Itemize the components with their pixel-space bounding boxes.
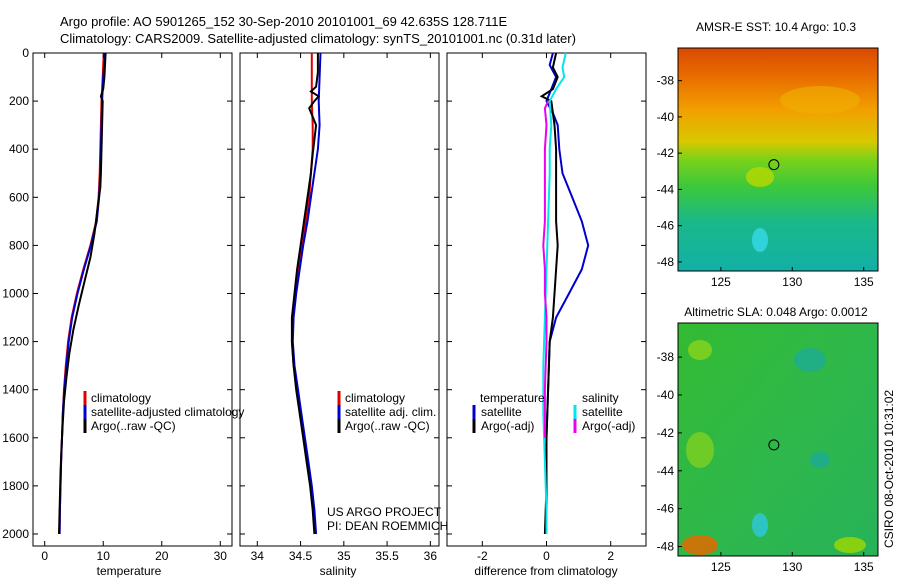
sst-ytick-label: -42 [657, 146, 675, 160]
salinity-series-argo [290, 53, 321, 535]
project-text: US ARGO PROJECT [327, 505, 442, 519]
depth-ytick-label: 600 [9, 190, 29, 204]
temperature-series-argo [58, 52, 107, 535]
salinity-xtick-label: 34 [251, 549, 265, 563]
legend-label-sal-argo: Argo(-adj) [582, 419, 635, 433]
salinity-xtick-label: 35.5 [375, 549, 399, 563]
legend-label-sal-satellite: satellite [582, 405, 623, 419]
temperature-xtick-label: 0 [41, 549, 48, 563]
figure-title-line1: Argo profile: AO 5901265_152 30-Sep-2010… [60, 14, 508, 29]
salinity-xtick-label: 35 [337, 549, 351, 563]
sst-xtick-label: 130 [782, 275, 802, 289]
temperature-legend: climatology satellite-adjusted climatolo… [83, 391, 244, 433]
difference-xtick-label: -2 [477, 549, 488, 563]
legend-label-satellite: satellite-adjusted climatology [91, 405, 244, 419]
salinity-xtick-label: 36 [424, 549, 438, 563]
depth-ytick-label: 2000 [2, 527, 29, 541]
sla-argo-location-marker [768, 439, 780, 451]
temperature-xtick-label: 10 [97, 549, 111, 563]
legend-label-satellite: satellite adj. clim. [345, 405, 436, 419]
sla-xtick-label: 130 [782, 560, 802, 574]
difference-xlabel: difference from climatology [474, 564, 617, 578]
legend-label-argo: Argo(..raw -QC) [345, 419, 430, 433]
sla-ytick-label: -38 [657, 350, 675, 364]
sla-ytick-label: -40 [657, 388, 675, 402]
depth-ytick-label: 1600 [2, 431, 29, 445]
depth-ytick-label: 1200 [2, 335, 29, 349]
salinity-xlabel: salinity [320, 564, 357, 578]
temperature-xtick-label: 30 [214, 549, 228, 563]
temperature-xlabel: temperature [97, 564, 162, 578]
sla-patch [794, 348, 826, 372]
legend-title-temperature: temperature [480, 391, 545, 405]
salinity-legend: climatology satellite adj. clim. Argo(..… [337, 391, 436, 433]
difference-xtick-label: 0 [543, 549, 550, 563]
salinity-axes-frame [239, 52, 440, 547]
depth-ytick-label: 800 [9, 238, 29, 252]
sla-patch [810, 452, 830, 468]
sla-xtick-label: 135 [854, 560, 874, 574]
legend-label-climatology: climatology [91, 391, 151, 405]
sla-ytick-label: -48 [657, 540, 675, 554]
depth-ytick-label: 400 [9, 142, 29, 156]
sla-map-panel: Altimetric SLA: 0.048 Argo: 0.0012 125 13… [657, 305, 879, 574]
sla-ytick-label: -42 [657, 426, 675, 440]
sla-map-title: Altimetric SLA: 0.048 Argo: 0.0012 [684, 305, 868, 319]
sst-heatmap [678, 48, 878, 271]
sla-patch [834, 537, 866, 553]
salinity-xtick-label: 34.5 [289, 549, 313, 563]
salinity-series-satellite [291, 52, 322, 535]
legend-label-argo: Argo(..raw -QC) [91, 419, 176, 433]
sst-map-title: AMSR-E SST: 10.4 Argo: 10.3 [696, 20, 856, 34]
sla-patch [686, 432, 714, 468]
sla-xtick-label: 125 [711, 560, 731, 574]
difference-panel: difference from climatology temperature … [446, 52, 647, 578]
sst-map-panel: AMSR-E SST: 10.4 Argo: 10.3 125 130 [657, 20, 879, 289]
difference-series-sal_argo [542, 100, 550, 438]
depth-ytick-label: 1400 [2, 383, 29, 397]
temperature-xtick-label: 20 [155, 549, 169, 563]
legend-label-climatology: climatology [345, 391, 405, 405]
difference-xtick-label: 2 [607, 549, 614, 563]
difference-series-temp_argo [539, 52, 559, 535]
sst-argo-location-marker [768, 159, 780, 171]
sla-patch [682, 535, 718, 555]
sla-ytick-label: -46 [657, 502, 675, 516]
legend-label-temp-argo: Argo(-adj) [481, 419, 534, 433]
temperature-panel: temperature climatology satellite-adjust… [32, 52, 244, 578]
sst-map-frame [677, 47, 879, 272]
temperature-axes-frame [32, 52, 233, 547]
sla-map-frame [677, 322, 879, 557]
sla-patch [688, 340, 712, 360]
sst-ytick-label: -38 [657, 74, 675, 88]
sst-xtick-label: 135 [854, 275, 874, 289]
sst-cool-patch [752, 228, 768, 252]
sst-ytick-label: -46 [657, 219, 675, 233]
pi-text: PI: DEAN ROEMMICH [327, 519, 448, 533]
csiro-timestamp: CSIRO 08-Oct-2010 10:31:02 [882, 390, 896, 548]
sst-ytick-label: -40 [657, 110, 675, 124]
depth-ytick-label: 0 [22, 46, 29, 60]
sst-ytick-label: -48 [657, 255, 675, 269]
sst-xtick-label: 125 [711, 275, 731, 289]
legend-title-salinity: salinity [582, 391, 619, 405]
difference-legend: temperature satellite Argo(-adj) salinit… [472, 391, 635, 433]
depth-ytick-label: 1800 [2, 479, 29, 493]
salinity-panel: salinity climatology satellite adj. clim… [239, 52, 448, 578]
depth-ytick-label: 1000 [2, 286, 29, 300]
legend-label-temp-satellite: satellite [481, 405, 522, 419]
figure-title-line2: Climatology: CARS2009. Satellite-adjuste… [60, 31, 576, 46]
sst-warm-patch [746, 167, 774, 187]
depth-ytick-label: 200 [9, 94, 29, 108]
difference-series-temp_satellite [545, 52, 590, 534]
sla-patch [752, 513, 768, 537]
sst-patch [780, 86, 860, 114]
sla-ytick-label: -44 [657, 464, 675, 478]
sst-ytick-label: -44 [657, 182, 675, 196]
